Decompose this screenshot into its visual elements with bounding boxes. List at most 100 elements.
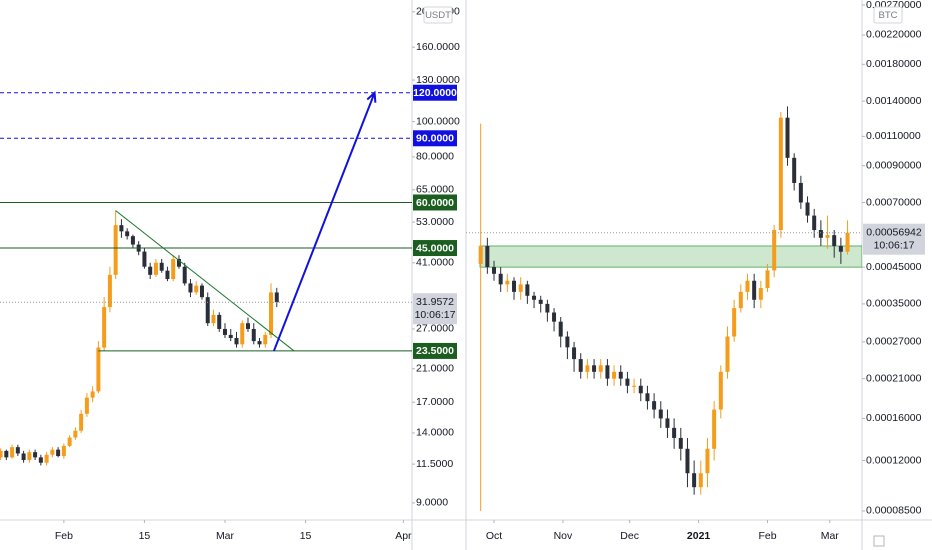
candle-body [125, 231, 130, 237]
candle-body [142, 251, 147, 267]
candle-body [738, 291, 743, 309]
candle-body [153, 262, 158, 275]
candle-body [778, 117, 783, 231]
plot-area [0, 90, 412, 466]
candle-body [505, 280, 510, 285]
candle-body [838, 245, 843, 252]
target-arrow [272, 92, 376, 352]
candle-body [222, 328, 227, 335]
candle-body [194, 285, 199, 293]
candle-body [618, 371, 623, 379]
y-tick-label: 0.00016000 [866, 412, 922, 424]
candle-body [246, 323, 251, 329]
plot-area [466, 106, 862, 511]
candle-body [512, 280, 517, 292]
candle-body [652, 401, 657, 410]
x-tick-label: Feb [55, 530, 73, 542]
x-tick-label: Mar [821, 530, 840, 542]
last-price-box [863, 223, 925, 255]
currency-label: BTC [879, 10, 898, 21]
candle-body [119, 225, 124, 232]
candle-body [785, 117, 790, 158]
arrow-head [366, 90, 377, 103]
candle-body [705, 448, 710, 474]
candle-body [632, 385, 637, 387]
candle-body [625, 378, 630, 386]
level-label: 120.0000 [413, 87, 457, 99]
candle-body [130, 236, 135, 245]
level-label: 60.0000 [416, 197, 454, 209]
candle-body [585, 365, 590, 372]
candle-body [4, 450, 9, 458]
y-tick-label: 0.00021000 [866, 372, 922, 384]
y-tick-label: 0.00027000 [866, 336, 922, 348]
candle-body [732, 308, 737, 337]
y-tick-label: 0.00045000 [866, 261, 922, 273]
y-tick-label: 27.0000 [416, 323, 454, 335]
candle-body [176, 258, 181, 267]
settings-icon[interactable] [873, 535, 885, 547]
candle-body [274, 292, 279, 303]
y-tick-label: 0.00110000 [866, 130, 921, 142]
candle-body [792, 157, 797, 183]
y-tick-label: 0.00012000 [866, 454, 922, 466]
candle-body [712, 409, 717, 449]
candle-body [234, 337, 239, 345]
y-tick-label: 0.00270000 [866, 0, 922, 11]
candle-body [33, 452, 38, 458]
candle-body [658, 409, 663, 419]
y-tick-label: 80.0000 [416, 151, 454, 163]
candle-body [67, 437, 72, 446]
candle-body [718, 371, 723, 410]
candle-body [21, 453, 26, 461]
y-tick-label: 0.00220000 [866, 29, 922, 41]
candle-body [228, 334, 233, 338]
last-price-label: 0.00056942 [866, 226, 922, 238]
candle-body [10, 447, 15, 458]
level-label-box [413, 194, 457, 211]
y-tick-label: 0.00140000 [866, 95, 922, 107]
candle-body [758, 288, 763, 300]
countdown-label: 10:06:17 [415, 309, 456, 321]
candle-body [645, 393, 650, 402]
x-tick-label: Apr [395, 530, 412, 542]
candle-body [772, 230, 777, 271]
candle-body [765, 270, 770, 289]
candle-body [61, 445, 66, 457]
candle-body [217, 314, 222, 329]
candle-body [240, 323, 245, 345]
candle-body [113, 225, 118, 275]
candle-body [44, 454, 49, 463]
candle-body [725, 336, 730, 372]
candle-body [56, 449, 61, 457]
candle-body [812, 215, 817, 231]
y-tick-label: 0.00008500 [866, 505, 922, 517]
y-tick-label: 160.0000 [416, 41, 460, 53]
candle-body [102, 307, 107, 348]
candle-body [558, 321, 563, 337]
x-tick-label: 15 [300, 530, 312, 542]
candle-body [532, 295, 537, 300]
currency-box [423, 6, 453, 24]
candle-body [525, 284, 530, 296]
candle-body [665, 418, 670, 428]
candle-body [485, 245, 490, 268]
candle-body [159, 262, 164, 271]
y-tick-label: 0.00070000 [866, 196, 922, 208]
candle-body [592, 365, 597, 372]
x-tick-label: Dec [620, 530, 639, 542]
candle-body [182, 266, 187, 284]
y-tick-label: 0.00090000 [866, 160, 922, 172]
currency-label: USDT [425, 10, 451, 21]
candle-body [538, 299, 543, 304]
candle-body [572, 347, 577, 360]
candle-body [698, 473, 703, 488]
y-tick-label: 53.0000 [416, 216, 454, 228]
candle-body [825, 235, 830, 238]
y-tick-label: 100.0000 [416, 115, 460, 127]
candle-body [598, 365, 603, 372]
candle-body [148, 266, 153, 275]
candle-body [678, 437, 683, 449]
level-label-box [413, 342, 457, 359]
